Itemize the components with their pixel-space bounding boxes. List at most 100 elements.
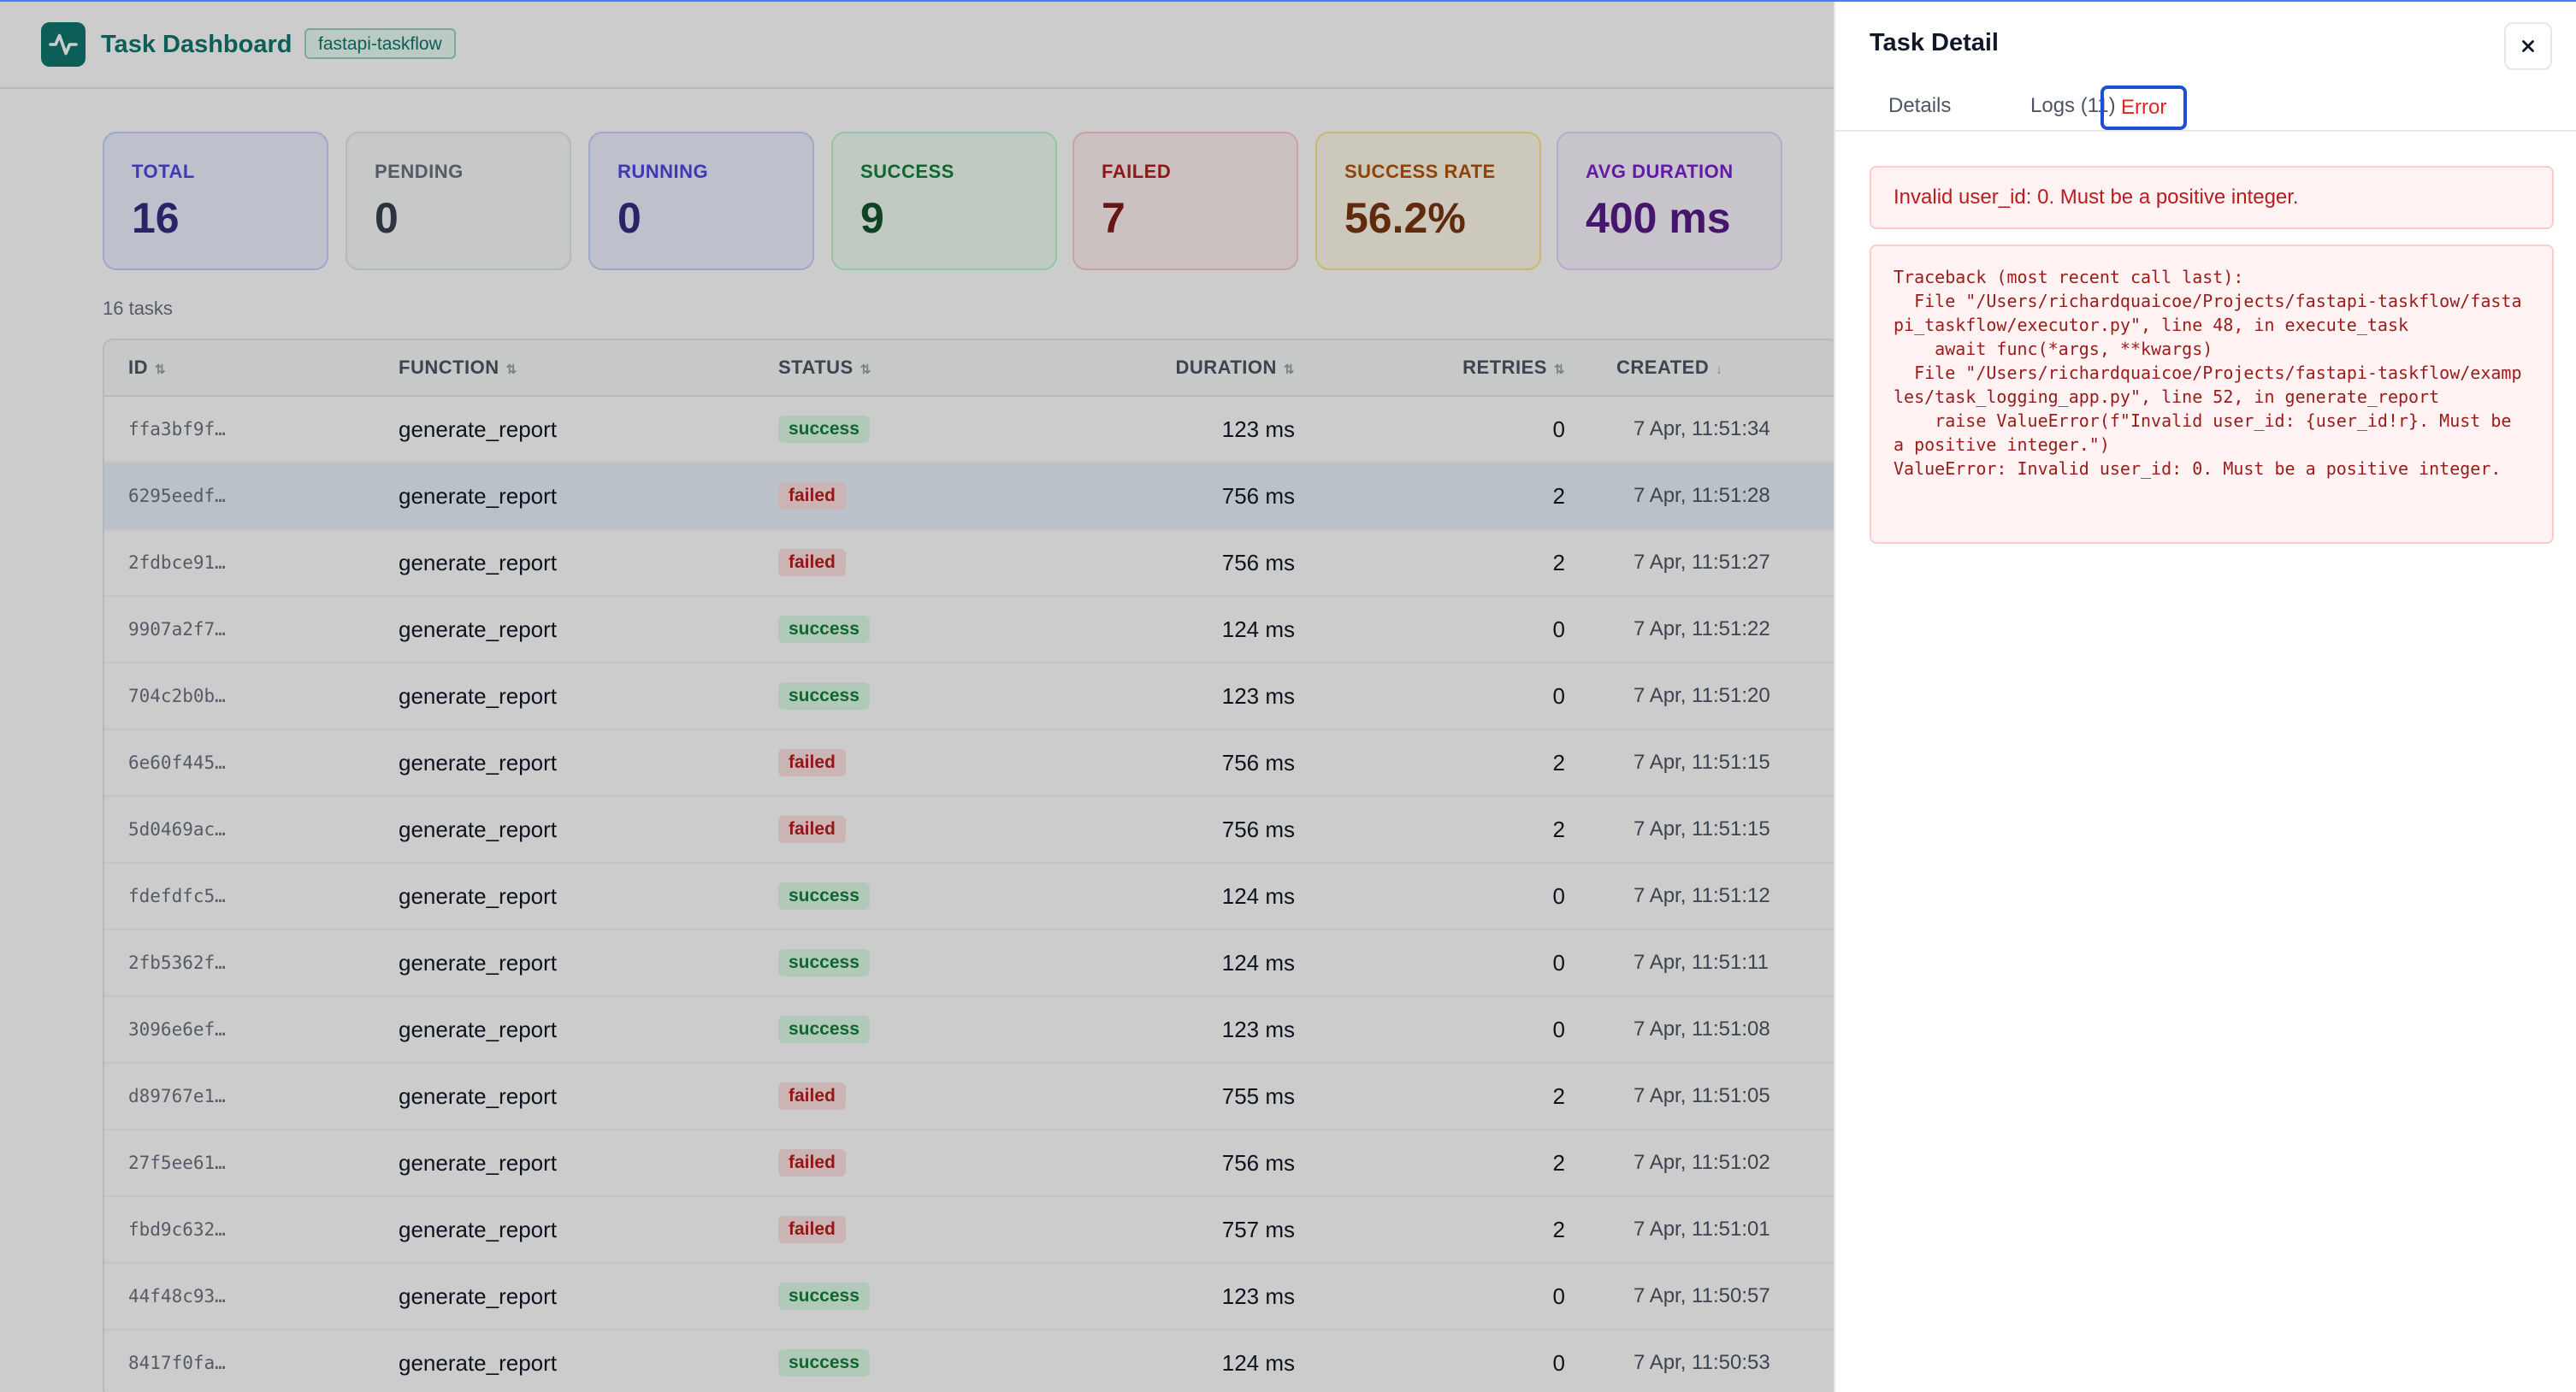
top-accent-line bbox=[0, 0, 2576, 2]
table-header: ID ⇅ FUNCTION ⇅ STATUS ⇅ DURATION ⇅ RETRIES ⇅… bbox=[104, 340, 1834, 397]
close-button[interactable] bbox=[2504, 22, 2552, 70]
status-badge: success bbox=[778, 1016, 870, 1043]
status-badge: success bbox=[778, 1283, 870, 1310]
table-row[interactable]: 44f48c93… generate_report success 123 ms 0 7 … bbox=[104, 1264, 1834, 1330]
status-badge: success bbox=[778, 882, 870, 910]
task-duration: 756 ms bbox=[1221, 1150, 1295, 1176]
task-function: generate_report bbox=[399, 616, 558, 642]
task-created: 7 Apr, 11:51:02 bbox=[1634, 1151, 1770, 1174]
task-function: generate_report bbox=[399, 950, 558, 976]
task-id: ffa3bf9f… bbox=[128, 419, 226, 439]
stat-value: 400 ms bbox=[1586, 194, 1731, 242]
error-message: Invalid user_id: 0. Must be a positive i… bbox=[1870, 166, 2554, 229]
column-duration-label: DURATION bbox=[1175, 357, 1277, 378]
table-row[interactable]: 27f5ee61… generate_report failed 756 ms 2 7 A… bbox=[104, 1130, 1834, 1197]
stat-value: 0 bbox=[617, 194, 641, 242]
table-row[interactable]: fbd9c632… generate_report failed 757 ms 2 7 A… bbox=[104, 1197, 1834, 1264]
table-row[interactable]: 2fb5362f… generate_report success 124 ms 0 7 … bbox=[104, 930, 1834, 997]
task-id: 5d0469ac… bbox=[128, 819, 226, 840]
task-id: 3096e6ef… bbox=[128, 1019, 226, 1040]
column-function[interactable]: FUNCTION ⇅ bbox=[399, 340, 517, 395]
task-retries: 0 bbox=[1552, 1283, 1565, 1309]
task-function: generate_report bbox=[399, 750, 558, 776]
status-badge: failed bbox=[778, 482, 846, 510]
task-created: 7 Apr, 11:51:20 bbox=[1634, 684, 1770, 707]
task-function: generate_report bbox=[399, 817, 558, 842]
task-created: 7 Apr, 11:51:12 bbox=[1634, 884, 1770, 907]
table-row[interactable]: d89767e1… generate_report failed 755 ms 2 7 A… bbox=[104, 1064, 1834, 1130]
project-badge: fastapi-taskflow bbox=[304, 28, 456, 59]
task-id: 6e60f445… bbox=[128, 752, 226, 773]
stat-label: SUCCESS bbox=[860, 161, 954, 182]
column-duration[interactable]: DURATION ⇅ bbox=[1175, 340, 1295, 395]
table-row[interactable]: 6e60f445… generate_report failed 756 ms 2 7 A… bbox=[104, 730, 1834, 797]
task-id: 44f48c93… bbox=[128, 1286, 226, 1306]
activity-icon bbox=[41, 22, 86, 67]
task-created: 7 Apr, 11:51:01 bbox=[1634, 1218, 1770, 1241]
modal-backdrop[interactable] bbox=[0, 0, 1834, 1392]
status-badge: failed bbox=[778, 549, 846, 576]
task-id: 27f5ee61… bbox=[128, 1153, 226, 1173]
stat-label: PENDING bbox=[375, 161, 464, 182]
status-badge: success bbox=[778, 416, 870, 443]
stat-value: 0 bbox=[375, 194, 399, 242]
task-created: 7 Apr, 11:51:15 bbox=[1634, 817, 1770, 841]
task-retries: 2 bbox=[1552, 1150, 1565, 1176]
task-duration: 756 ms bbox=[1221, 817, 1295, 842]
task-created: 7 Apr, 11:50:57 bbox=[1634, 1284, 1770, 1307]
column-status[interactable]: STATUS ⇅ bbox=[778, 340, 871, 395]
status-badge: failed bbox=[778, 1149, 846, 1177]
table-row[interactable]: 5d0469ac… generate_report failed 756 ms 2 7 A… bbox=[104, 797, 1834, 864]
close-icon bbox=[2522, 40, 2534, 52]
table-row[interactable]: 6295eedf… generate_report failed 756 ms 2 7 A… bbox=[104, 463, 1834, 530]
table-row[interactable]: 704c2b0b… generate_report success 123 ms 0 7 … bbox=[104, 664, 1834, 730]
task-created: 7 Apr, 11:51:11 bbox=[1634, 951, 1769, 974]
task-duration: 756 ms bbox=[1221, 550, 1295, 575]
drawer-title: Task Detail bbox=[1870, 29, 1999, 56]
task-duration: 755 ms bbox=[1221, 1083, 1295, 1109]
sort-icon: ⇅ bbox=[860, 363, 871, 377]
table-row[interactable]: 8417f0fa… generate_report success 124 ms 0 7 … bbox=[104, 1330, 1834, 1392]
column-id[interactable]: ID ⇅ bbox=[128, 340, 166, 395]
task-duration: 123 ms bbox=[1221, 1283, 1295, 1309]
table-row[interactable]: 3096e6ef… generate_report success 123 ms 0 7 … bbox=[104, 997, 1834, 1064]
table-row[interactable]: ffa3bf9f… generate_report success 123 ms 0 7 … bbox=[104, 397, 1834, 463]
stat-value: 16 bbox=[132, 194, 180, 242]
task-duration: 757 ms bbox=[1221, 1217, 1295, 1242]
task-function: generate_report bbox=[399, 1150, 558, 1176]
stat-value: 56.2% bbox=[1344, 194, 1466, 242]
task-created: 7 Apr, 11:51:27 bbox=[1634, 551, 1770, 574]
status-badge: failed bbox=[778, 1216, 846, 1243]
task-id: fdefdfc5… bbox=[128, 886, 226, 906]
column-created[interactable]: CREATED ↓ bbox=[1616, 340, 1722, 395]
task-retries: 2 bbox=[1552, 1217, 1565, 1242]
stat-failed: FAILED 7 bbox=[1072, 132, 1298, 270]
task-retries: 0 bbox=[1552, 1350, 1565, 1376]
task-id: fbd9c632… bbox=[128, 1219, 226, 1240]
sort-icon: ⇅ bbox=[1553, 363, 1565, 377]
task-function: generate_report bbox=[399, 416, 558, 442]
task-id: 2fdbce91… bbox=[128, 552, 226, 573]
table-row[interactable]: 2fdbce91… generate_report failed 756 ms 2 7 A… bbox=[104, 530, 1834, 597]
task-count: 16 tasks bbox=[103, 298, 173, 319]
stat-total: TOTAL 16 bbox=[103, 132, 328, 270]
app-header: Task Dashboard fastapi-taskflow bbox=[0, 0, 1834, 89]
drawer-tabs: Details Logs (11) Error bbox=[1835, 82, 2576, 132]
task-created: 7 Apr, 11:51:28 bbox=[1634, 484, 1770, 507]
task-duration: 123 ms bbox=[1221, 1017, 1295, 1042]
task-function: generate_report bbox=[399, 550, 558, 575]
table-row[interactable]: fdefdfc5… generate_report success 124 ms 0 7 … bbox=[104, 864, 1834, 930]
task-function: generate_report bbox=[399, 883, 558, 909]
status-badge: failed bbox=[778, 749, 846, 776]
column-status-label: STATUS bbox=[778, 357, 854, 378]
task-retries: 2 bbox=[1552, 817, 1565, 842]
stat-label: SUCCESS RATE bbox=[1344, 161, 1496, 182]
sort-icon: ⇅ bbox=[1283, 363, 1295, 377]
column-retries[interactable]: RETRIES ⇅ bbox=[1462, 340, 1565, 395]
task-id: 8417f0fa… bbox=[128, 1353, 226, 1373]
status-badge: success bbox=[778, 682, 870, 710]
tab-details[interactable]: Details bbox=[1888, 94, 1952, 117]
table-row[interactable]: 9907a2f7… generate_report success 124 ms 0 7 … bbox=[104, 597, 1834, 664]
tab-error[interactable]: Error bbox=[2100, 86, 2188, 130]
task-retries: 2 bbox=[1552, 1083, 1565, 1109]
